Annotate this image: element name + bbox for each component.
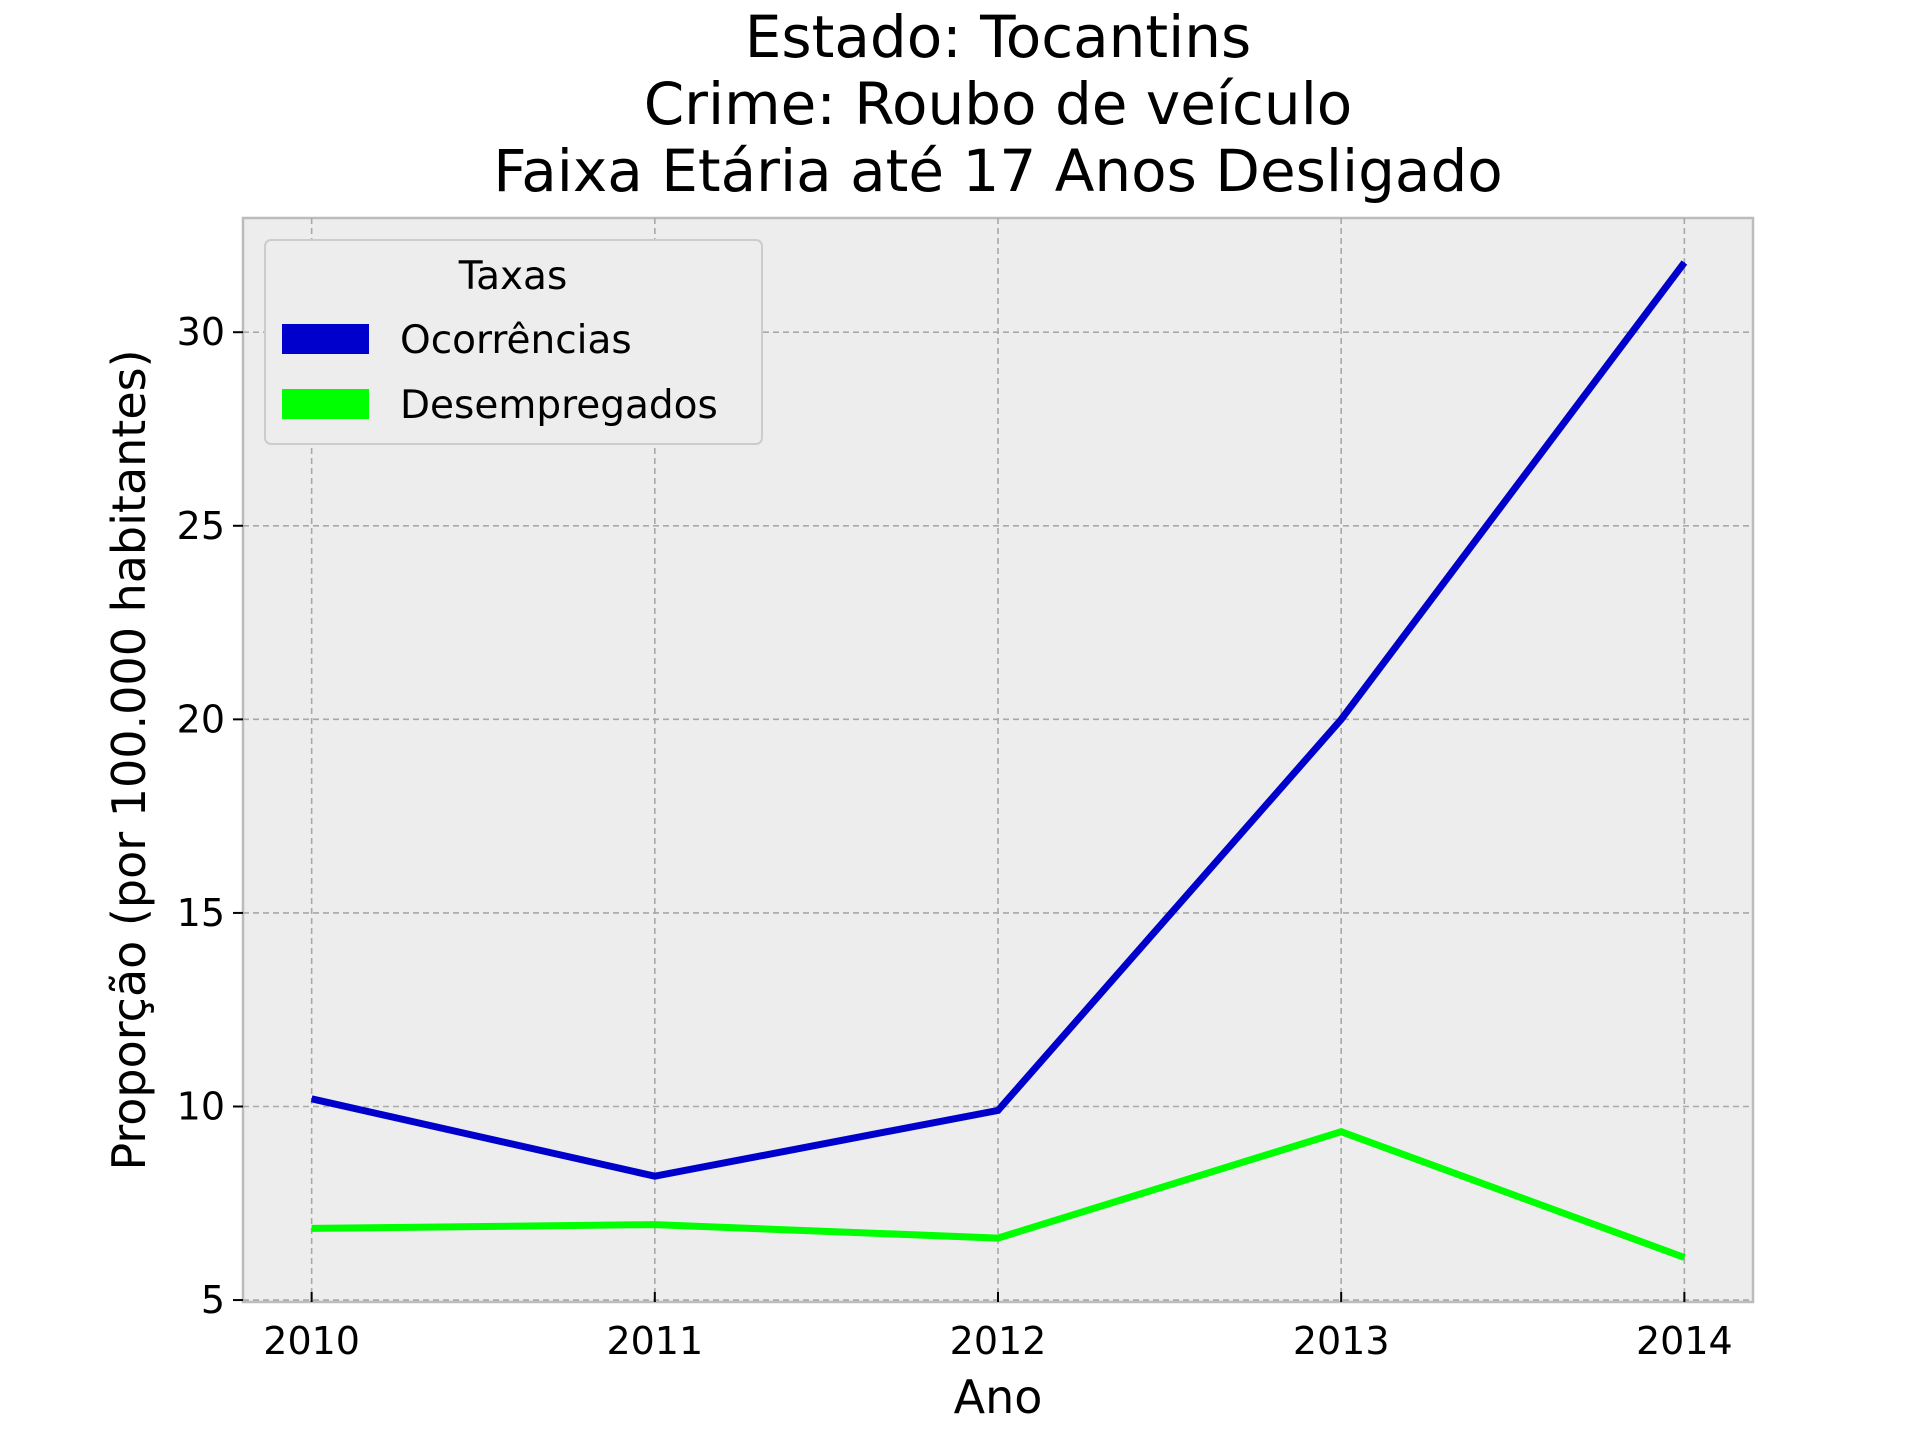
axis-ticks: 2010 2011 2012 2013 2014 5 10 15 20 25 30 <box>177 310 1733 1363</box>
legend-swatch-desempregados <box>282 389 369 419</box>
y-tick-label: 15 <box>177 891 225 935</box>
legend: Taxas Ocorrências Desempregados <box>264 239 763 445</box>
legend-label-ocorrencias: Ocorrências <box>400 318 632 363</box>
series-lines <box>310 260 1688 1261</box>
data-point <box>997 1237 999 1239</box>
data-point <box>1340 1131 1342 1133</box>
y-tick-label: 20 <box>177 697 225 741</box>
x-tick-label: 2011 <box>606 1319 703 1363</box>
chart-title-line-3: Faixa Etária até 17 Anos Desligado <box>493 137 1503 205</box>
x-tick-label: 2010 <box>263 1319 360 1363</box>
x-tick-label: 2014 <box>1636 1319 1733 1363</box>
data-point <box>311 1227 313 1229</box>
legend-title: Taxas <box>458 254 568 299</box>
y-tick-label: 25 <box>177 504 225 548</box>
x-axis-label: Ano <box>954 1370 1043 1424</box>
chart-title-line-1: Estado: Tocantins <box>745 3 1252 71</box>
data-point <box>1683 1256 1685 1258</box>
data-point <box>654 1224 656 1226</box>
x-tick-label: 2013 <box>1293 1319 1390 1363</box>
chart-title-line-2: Crime: Roubo de veículo <box>644 70 1353 138</box>
y-tick-label: 5 <box>201 1278 225 1322</box>
legend-box <box>264 239 763 445</box>
y-tick-label: 30 <box>177 310 225 354</box>
data-point <box>1683 262 1685 264</box>
y-tick-label: 10 <box>177 1084 225 1128</box>
data-point <box>311 1098 313 1100</box>
data-point <box>654 1175 656 1177</box>
y-axis-label: Proporção (por 100.000 habitantes) <box>102 349 156 1170</box>
data-point <box>1340 718 1342 720</box>
x-tick-label: 2012 <box>950 1319 1047 1363</box>
data-point <box>997 1109 999 1111</box>
legend-swatch-ocorrencias <box>282 324 369 354</box>
legend-label-desempregados: Desempregados <box>400 383 718 428</box>
